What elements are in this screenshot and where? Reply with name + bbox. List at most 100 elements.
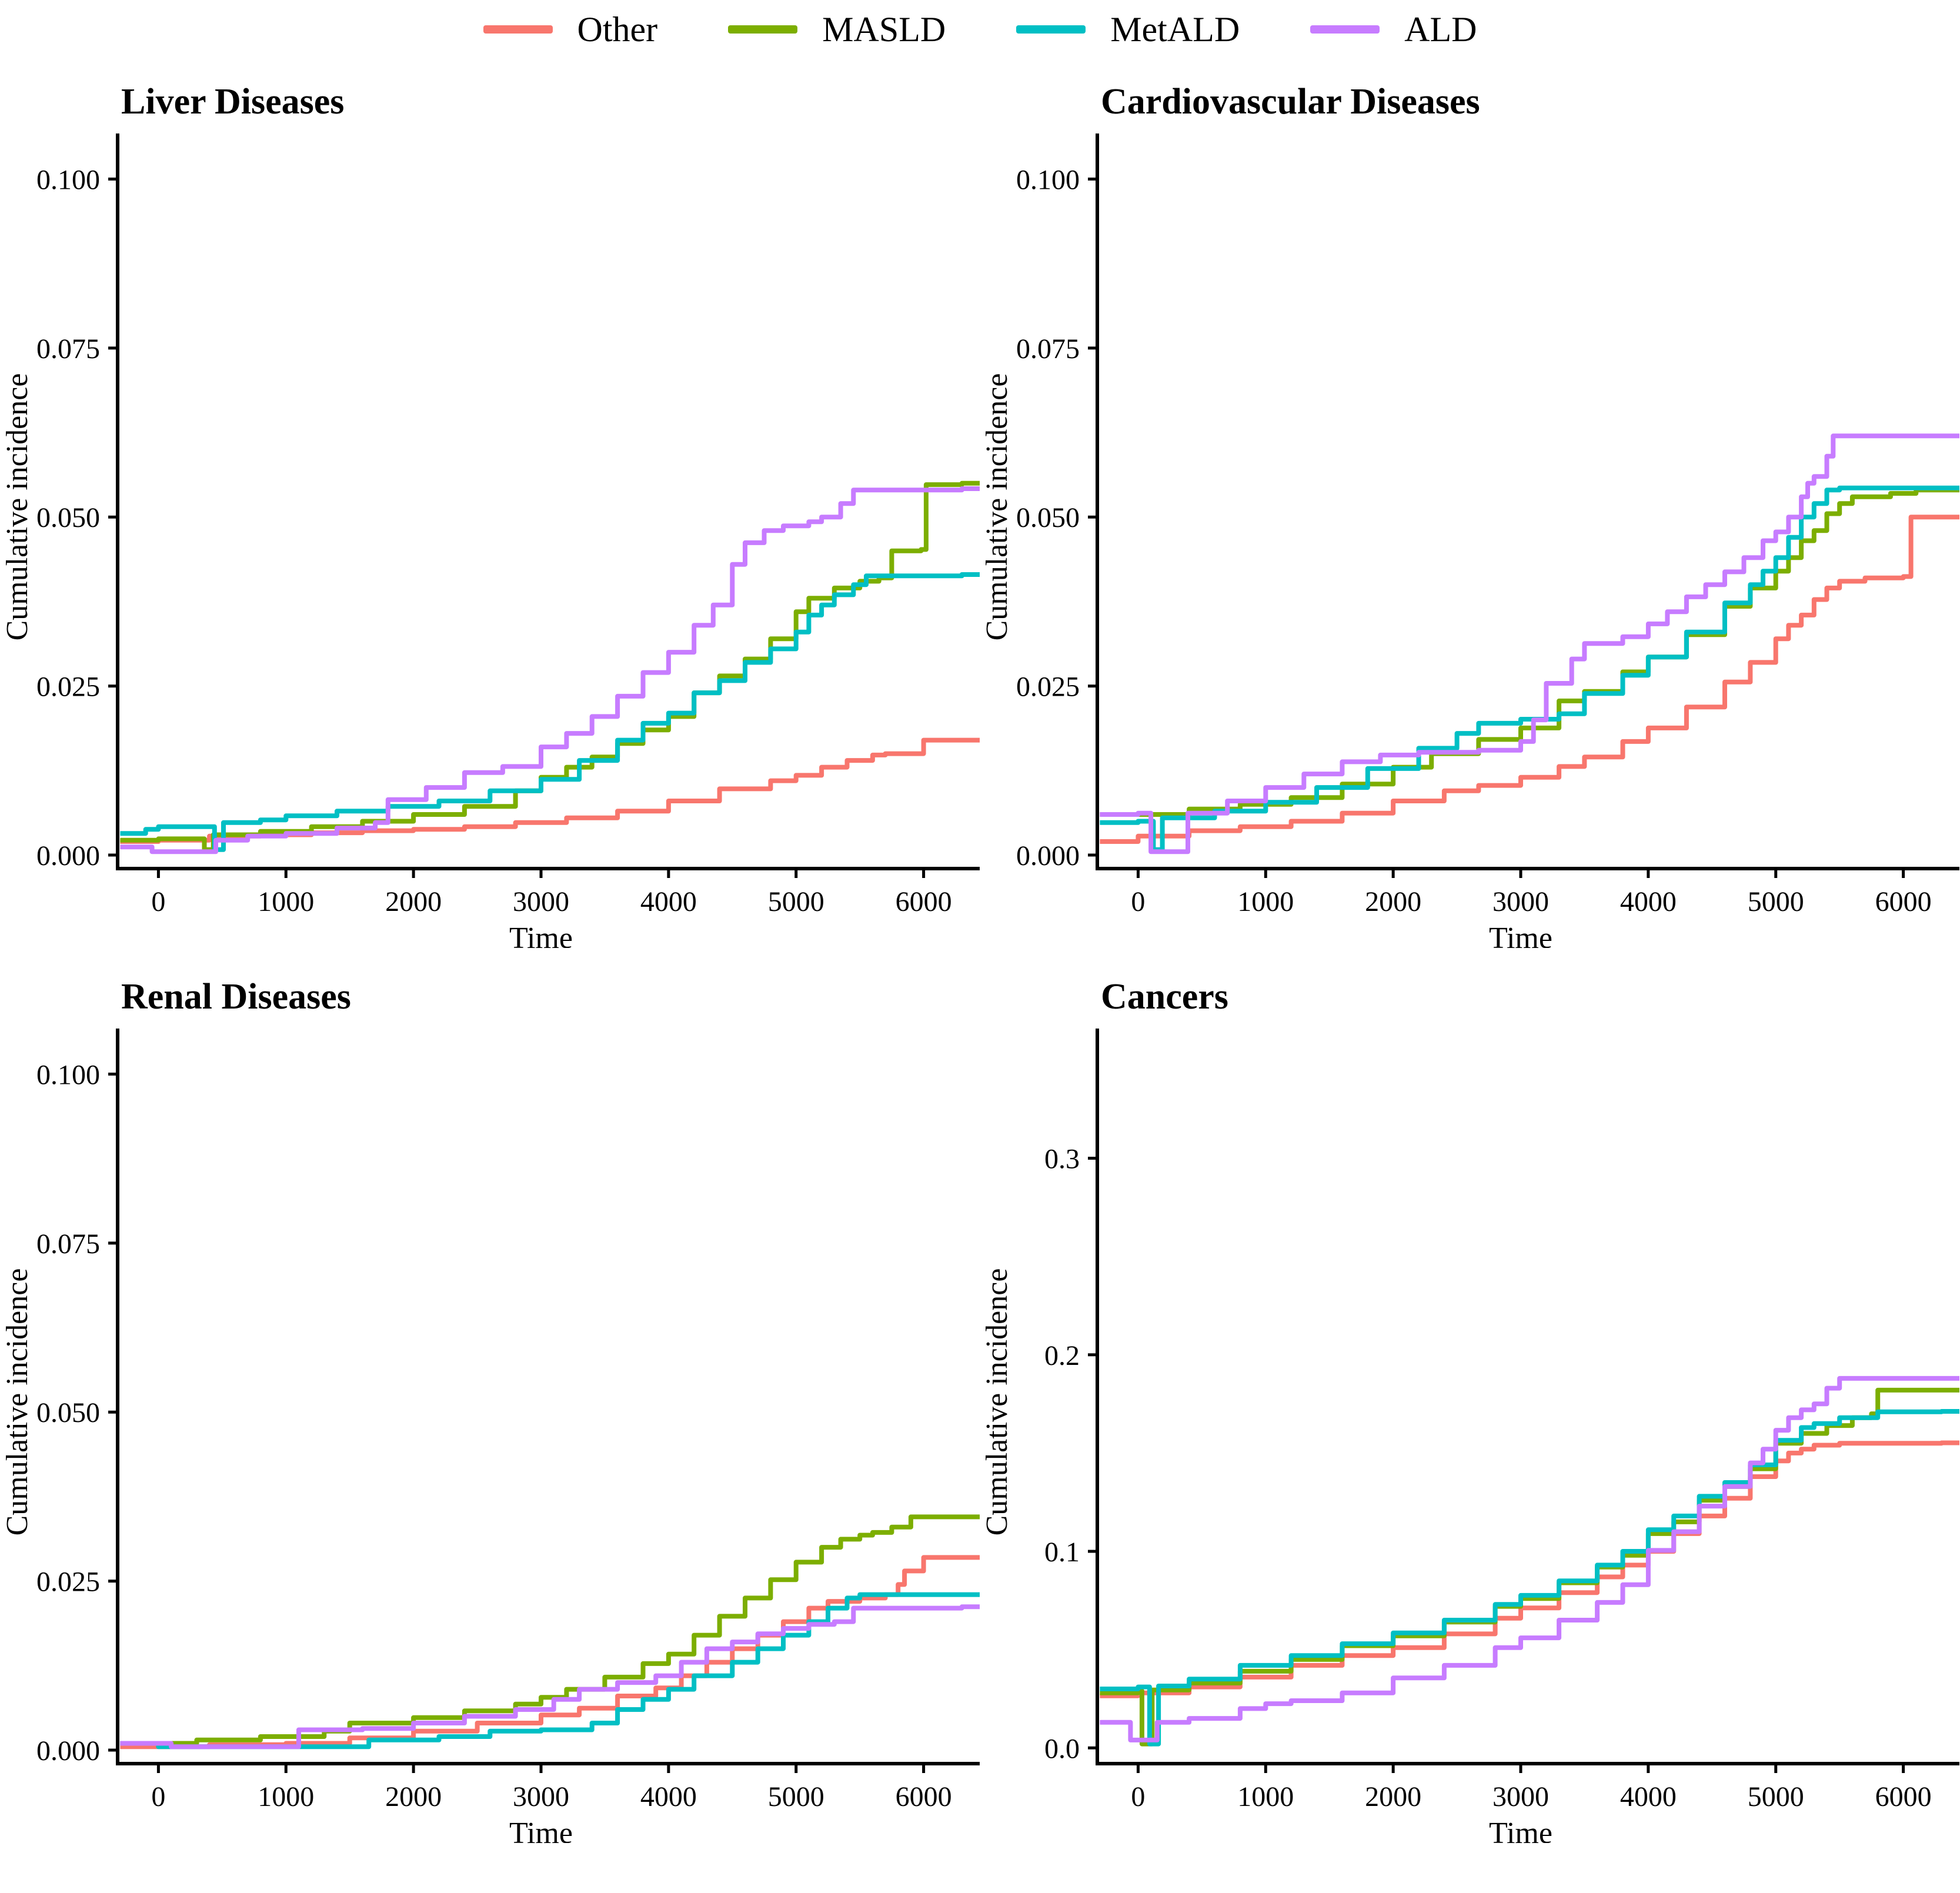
y-axis-ticks: 0.000 0.025 0.050 0.075 0.100 bbox=[1016, 164, 1097, 872]
y-tick-label: 0.025 bbox=[36, 1567, 100, 1598]
y-axis-ticks: 0.000 0.025 0.050 0.075 0.100 bbox=[36, 1059, 118, 1767]
x-tick-label: 2000 bbox=[385, 886, 442, 917]
x-tick-label: 5000 bbox=[1748, 1781, 1804, 1812]
y-tick-label: 0.100 bbox=[1016, 164, 1080, 195]
series-MetALD-line bbox=[1100, 485, 1959, 852]
x-tick-label: 0 bbox=[1131, 886, 1145, 917]
series-MetALD-line bbox=[120, 572, 980, 852]
x-axis-label: Time bbox=[509, 922, 573, 948]
x-tick-label: 5000 bbox=[1748, 886, 1804, 917]
series-Other-line bbox=[120, 737, 980, 844]
x-tick-label: 1000 bbox=[1237, 886, 1294, 917]
x-tick-label: 1000 bbox=[258, 1781, 314, 1812]
axes bbox=[1096, 1029, 1959, 1765]
y-tick-label: 0.025 bbox=[1016, 672, 1080, 703]
series-MASLD-line bbox=[1100, 488, 1959, 817]
series-ALD-line bbox=[120, 1604, 980, 1750]
legend-swatch-masld bbox=[728, 25, 798, 34]
x-axis-label: Time bbox=[509, 1817, 573, 1843]
y-axis-ticks: 0.0 0.1 0.2 0.3 bbox=[1044, 1144, 1097, 1764]
y-tick-label: 0.000 bbox=[36, 1735, 100, 1767]
x-tick-label: 6000 bbox=[1875, 1781, 1932, 1812]
y-tick-label: 0.075 bbox=[36, 333, 100, 365]
legend-label-metald: MetALD bbox=[1110, 10, 1240, 49]
y-tick-label: 0.075 bbox=[36, 1228, 100, 1260]
y-tick-label: 0.000 bbox=[1016, 840, 1080, 872]
y-tick-label: 0.3 bbox=[1044, 1144, 1080, 1175]
legend-swatch-metald bbox=[1016, 25, 1086, 34]
x-tick-label: 4000 bbox=[1620, 886, 1677, 917]
x-axis-ticks: 0 1000 2000 3000 4000 5000 6000 bbox=[151, 869, 952, 917]
x-tick-label: 2000 bbox=[1365, 1781, 1421, 1812]
axes bbox=[1096, 133, 1959, 870]
series-ALD-line bbox=[1100, 1375, 1959, 1742]
panel-title-cancers: Cancers bbox=[1101, 977, 1228, 1017]
renal-diseases-plot: 0 1000 2000 3000 4000 5000 6000 0.000 0.025 0.050… bbox=[1, 1029, 980, 1843]
x-tick-label: 1000 bbox=[258, 886, 314, 917]
y-tick-label: 0.050 bbox=[36, 502, 100, 533]
y-tick-label: 0.050 bbox=[36, 1397, 100, 1428]
y-axis-label: Cumulative incidence bbox=[980, 373, 1014, 641]
series-ALD-line bbox=[120, 486, 980, 854]
x-tick-label: 2000 bbox=[385, 1781, 442, 1812]
y-axis-label: Cumulative incidence bbox=[1, 373, 34, 641]
legend-swatch-ald bbox=[1310, 25, 1380, 34]
panel-title-cardiovascular-diseases: Cardiovascular Diseases bbox=[1101, 82, 1480, 122]
y-tick-label: 0.050 bbox=[1016, 502, 1080, 533]
x-tick-label: 4000 bbox=[640, 1781, 697, 1812]
x-axis-ticks: 0 1000 2000 3000 4000 5000 6000 bbox=[1131, 869, 1932, 917]
y-tick-label: 0.075 bbox=[1016, 333, 1080, 365]
x-tick-label: 3000 bbox=[1492, 886, 1549, 917]
legend-label-ald: ALD bbox=[1404, 10, 1477, 49]
series-ALD-line bbox=[1100, 433, 1959, 854]
x-tick-label: 0 bbox=[151, 1781, 165, 1812]
x-tick-label: 4000 bbox=[640, 886, 697, 917]
legend-item-ald: ALD bbox=[1310, 12, 1477, 47]
panel-title-liver-diseases: Liver Diseases bbox=[121, 82, 345, 122]
x-tick-label: 6000 bbox=[896, 886, 952, 917]
panel-cardiovascular-diseases: Cardiovascular Diseases 0 1000 2000 3000 400… bbox=[980, 53, 1960, 948]
series-MetALD-line bbox=[120, 1592, 980, 1750]
y-tick-label: 0.000 bbox=[36, 840, 100, 872]
legend: Other MASLD MetALD ALD bbox=[0, 0, 1960, 53]
x-tick-label: 3000 bbox=[513, 886, 569, 917]
x-axis-ticks: 0 1000 2000 3000 4000 5000 6000 bbox=[151, 1764, 952, 1812]
x-axis-label: Time bbox=[1489, 922, 1552, 948]
y-axis-ticks: 0.000 0.025 0.050 0.075 0.100 bbox=[36, 164, 118, 872]
series-MASLD-line bbox=[120, 480, 980, 852]
x-tick-label: 4000 bbox=[1620, 1781, 1677, 1812]
x-tick-label: 2000 bbox=[1365, 886, 1421, 917]
panel-cancers: Cancers 0 1000 2000 3000 4000 5000 6000 0.0 0.1 0… bbox=[980, 948, 1960, 1843]
y-tick-label: 0.1 bbox=[1044, 1537, 1080, 1568]
legend-item-masld: MASLD bbox=[728, 12, 946, 47]
liver-diseases-plot: 0 1000 2000 3000 4000 5000 6000 0.000 0.025 0.050… bbox=[1, 133, 980, 948]
y-tick-label: 0.100 bbox=[36, 164, 100, 195]
series-Other-line bbox=[1100, 515, 1959, 844]
legend-item-metald: MetALD bbox=[1016, 12, 1240, 47]
series-Other-line bbox=[120, 1555, 980, 1750]
cancers-plot: 0 1000 2000 3000 4000 5000 6000 0.0 0.1 0.2 0.3 Tim… bbox=[980, 1029, 1959, 1843]
x-tick-label: 6000 bbox=[1875, 886, 1932, 917]
legend-item-other: Other bbox=[483, 10, 658, 49]
x-tick-label: 1000 bbox=[1237, 1781, 1294, 1812]
series-MetALD-line bbox=[1100, 1409, 1959, 1747]
x-tick-label: 6000 bbox=[896, 1781, 952, 1812]
panel-liver-diseases: Liver Diseases 0 1000 2000 3000 4000 5000 6000… bbox=[0, 53, 980, 948]
x-tick-label: 0 bbox=[1131, 1781, 1145, 1812]
legend-label-masld: MASLD bbox=[822, 10, 946, 49]
x-axis-label: Time bbox=[1489, 1817, 1552, 1843]
panel-renal-diseases: Renal Diseases 0 1000 2000 3000 4000 5000 6000… bbox=[0, 948, 980, 1843]
y-tick-label: 0.0 bbox=[1044, 1733, 1080, 1764]
x-tick-label: 5000 bbox=[768, 886, 824, 917]
legend-label-other: Other bbox=[577, 10, 658, 49]
series-MASLD-line bbox=[120, 1514, 980, 1746]
series-Other-line bbox=[1100, 1440, 1959, 1698]
panel-grid: Liver Diseases 0 1000 2000 3000 4000 5000 6000… bbox=[0, 53, 1960, 1843]
axes bbox=[116, 133, 980, 870]
x-tick-label: 3000 bbox=[513, 1781, 569, 1812]
x-tick-label: 5000 bbox=[768, 1781, 824, 1812]
legend-swatch-other bbox=[483, 25, 553, 34]
axes bbox=[116, 1029, 980, 1765]
y-tick-label: 0.025 bbox=[36, 672, 100, 703]
x-tick-label: 3000 bbox=[1492, 1781, 1549, 1812]
